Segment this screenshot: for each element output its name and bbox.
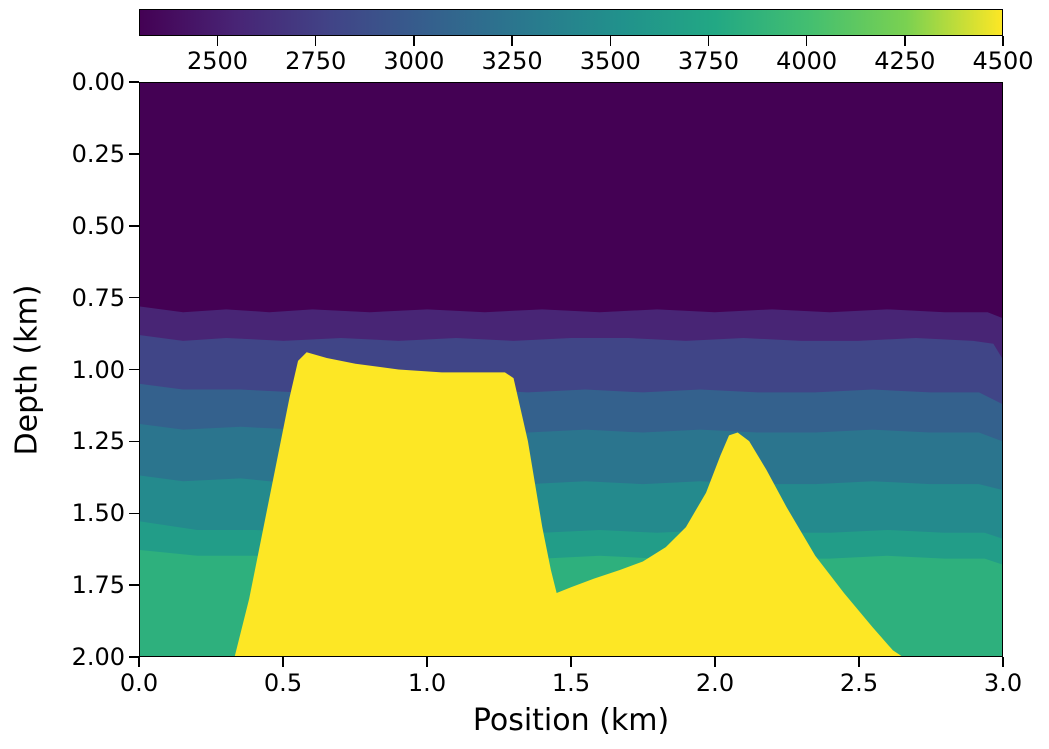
colorbar-tick-label: 3500 [580,47,641,75]
y-tick-label: 0.00 [72,68,125,96]
colorbar-tick-label: 2500 [187,47,248,75]
colorbar-tick-label: 3250 [482,47,543,75]
colorbar-tick [610,36,612,46]
colorbar-tick-label: 3000 [383,47,444,75]
x-tick-label: 1.0 [408,669,446,697]
y-tick-label: 0.75 [72,284,125,312]
y-tick [129,513,139,515]
y-axis-label: Depth (km) [10,284,45,455]
y-tick [129,225,139,227]
y-tick [129,584,139,586]
y-tick-label: 2.00 [72,643,125,671]
y-tick [129,369,139,371]
y-tick [129,153,139,155]
colorbar-tick [217,36,219,46]
x-tick [714,657,716,667]
colorbar-tick [1002,36,1004,46]
y-tick-label: 1.25 [72,427,125,455]
x-tick-label: 3.0 [984,669,1022,697]
colorbar [139,9,1003,36]
y-tick-label: 0.25 [72,140,125,168]
colorbar-tick-label: 4250 [874,47,935,75]
x-tick-label: 0.5 [264,669,302,697]
colorbar-gradient [140,10,1002,35]
y-tick-label: 0.50 [72,212,125,240]
plot-area [139,82,1003,657]
colorbar-tick-label: 2750 [285,47,346,75]
y-tick-label: 1.00 [72,356,125,384]
y-tick [129,297,139,299]
x-tick [426,657,428,667]
colorbar-tick [708,36,710,46]
x-tick-label: 0.0 [120,669,158,697]
y-tick [129,81,139,83]
colorbar-tick-label: 4500 [972,47,1033,75]
x-tick [1002,657,1004,667]
colorbar-tick-label: 3750 [678,47,739,75]
x-tick-label: 2.5 [840,669,878,697]
x-tick-label: 2.0 [696,669,734,697]
colorbar-tick-label: 4000 [776,47,837,75]
colorbar-tick [806,36,808,46]
colorbar-tick [315,36,317,46]
x-tick [858,657,860,667]
y-tick [129,441,139,443]
y-tick-label: 1.75 [72,571,125,599]
figure: 2500 2750 3000 3250 3500 3750 4000 4250 4500 0.0… [0,0,1049,749]
x-tick [138,657,140,667]
colorbar-tick [904,36,906,46]
x-tick-label: 1.5 [552,669,590,697]
velocity-heatmap [140,83,1002,656]
colorbar-tick [511,36,513,46]
x-axis-label: Position (km) [473,703,669,738]
y-tick [129,656,139,658]
x-tick [282,657,284,667]
y-tick-label: 1.50 [72,499,125,527]
colorbar-tick [413,36,415,46]
x-tick [570,657,572,667]
